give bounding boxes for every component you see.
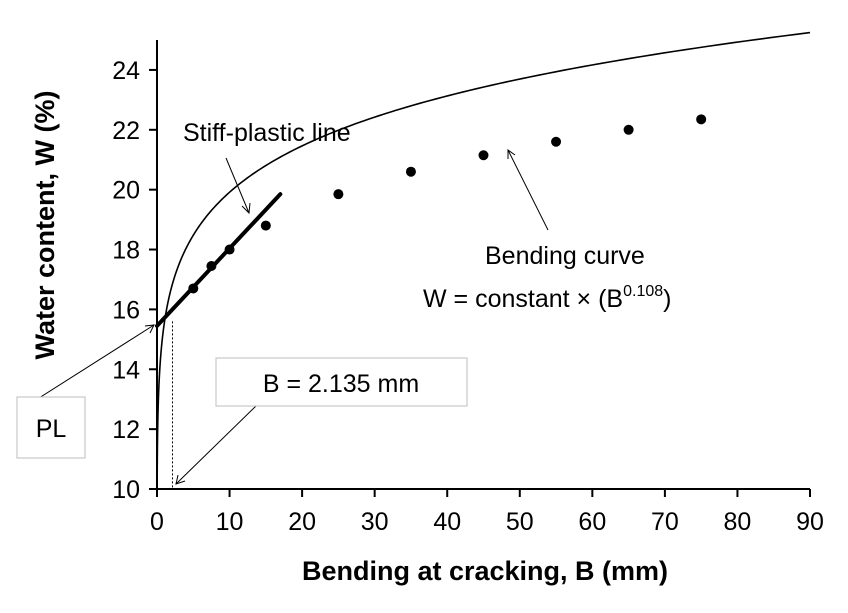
data-point xyxy=(260,220,271,231)
stiff-plastic-label: Stiff-plastic line xyxy=(183,119,351,147)
data-point xyxy=(551,136,562,147)
b-value-label: B = 2.135 mm xyxy=(263,370,419,398)
y-tick-label: 10 xyxy=(112,476,140,504)
y-axis-title: Water content, W (%) xyxy=(30,91,60,360)
x-tick-label: 90 xyxy=(796,508,824,536)
x-tick-label: 70 xyxy=(651,508,679,536)
data-points xyxy=(188,114,707,294)
x-axis-title: Bending at cracking, B (mm) xyxy=(302,556,668,586)
data-point xyxy=(206,260,217,271)
b-value-arrowhead xyxy=(175,474,186,485)
data-point xyxy=(623,124,634,135)
formula-suffix: ) xyxy=(663,285,671,313)
data-point xyxy=(696,114,707,125)
bending-curve-arrow xyxy=(507,149,549,231)
b-value-box xyxy=(215,357,468,407)
y-tick-label: 14 xyxy=(112,356,140,384)
data-point xyxy=(188,283,199,294)
data-point xyxy=(333,189,344,200)
x-tick-label: 50 xyxy=(506,508,534,536)
stiff-plastic-line xyxy=(155,192,283,328)
data-point xyxy=(224,244,235,255)
x-tick-label: 80 xyxy=(724,508,752,536)
plot-lines xyxy=(155,31,811,489)
x-tick-label: 20 xyxy=(288,508,316,536)
b-value-arrow xyxy=(175,405,257,485)
stiff-plastic-arrow xyxy=(225,157,250,214)
y-tick-label: 18 xyxy=(112,237,140,265)
pl-arrowhead xyxy=(144,324,155,334)
bending-curve-arrowhead xyxy=(507,149,516,159)
x-tick-label: 0 xyxy=(150,508,164,536)
bending-curve-label: Bending curve xyxy=(485,242,645,270)
data-point xyxy=(405,166,416,177)
y-tick-label: 12 xyxy=(112,416,140,444)
formula-prefix: W = constant × (B xyxy=(423,285,623,313)
pl-label: PL xyxy=(36,415,67,443)
pl-box xyxy=(16,396,86,459)
pl-arrow xyxy=(27,324,155,406)
axis-ticks xyxy=(149,68,811,497)
formula-exponent: 0.108 xyxy=(623,283,663,300)
x-tick-label: 10 xyxy=(216,508,244,536)
stiff-plastic-arrowhead xyxy=(241,202,251,215)
x-tick-label: 40 xyxy=(433,508,461,536)
y-tick-label: 24 xyxy=(112,57,140,85)
x-tick-label: 30 xyxy=(361,508,389,536)
axis-tick-labels: 0 10 20 30 40 50 60 70 80 90 10 12 14 16 18 20 22 24 xyxy=(112,57,824,536)
annotation-arrows xyxy=(27,149,549,485)
y-tick-label: 22 xyxy=(112,117,140,145)
bending-curve-line xyxy=(156,31,811,484)
data-point xyxy=(478,150,489,161)
formula-label: W = constant × (B0.108) xyxy=(423,283,671,313)
y-tick-label: 20 xyxy=(112,177,140,205)
x-tick-label: 60 xyxy=(578,508,606,536)
y-tick-label: 16 xyxy=(112,296,140,324)
